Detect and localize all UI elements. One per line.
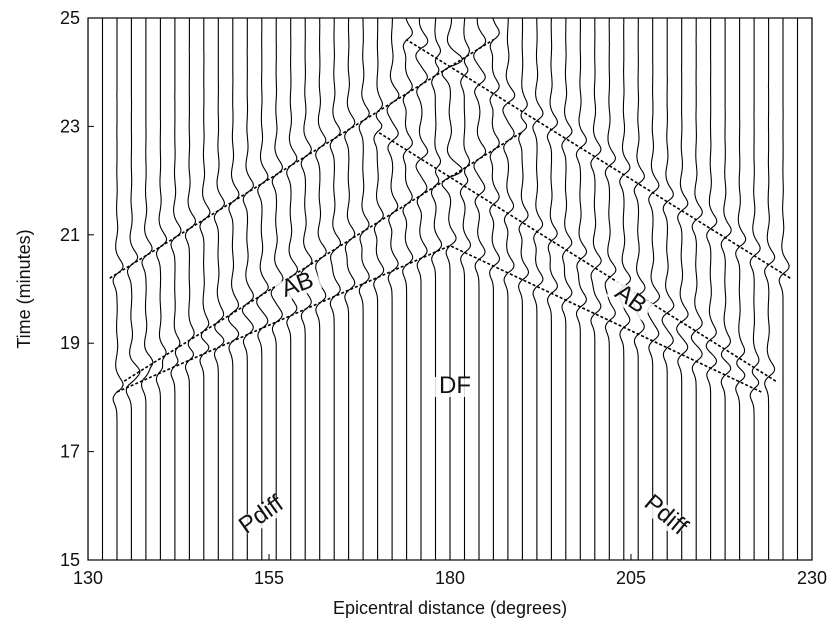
y-tick-label: 25 <box>60 8 80 28</box>
seismogram-trace <box>430 18 443 560</box>
x-tick-label: 205 <box>616 568 646 588</box>
seismogram-trace <box>227 18 240 560</box>
seismogram-trace <box>112 18 124 560</box>
seismogram-trace <box>676 18 689 560</box>
x-tick-label: 180 <box>435 568 465 588</box>
phase-curve <box>109 39 494 279</box>
seismogram-trace <box>315 18 327 560</box>
phase-curve <box>123 131 523 382</box>
seismogram-trace <box>749 18 761 560</box>
seismogram-trace <box>778 18 790 560</box>
seismogram-trace <box>140 18 154 560</box>
seismogram-trace <box>358 18 370 560</box>
seismogram-trace <box>155 18 168 560</box>
seismogram-trace <box>502 18 516 560</box>
seismogram-trace <box>213 18 225 560</box>
x-tick-label: 155 <box>254 568 284 588</box>
seismogram-trace <box>199 18 211 560</box>
seismogram-trace <box>402 18 414 560</box>
annotation: Pdiff <box>639 489 693 540</box>
y-tick-label: 17 <box>60 442 80 462</box>
annotation-bg <box>273 269 323 303</box>
seismogram-trace <box>489 18 501 560</box>
annotation-bg <box>433 377 477 397</box>
seismogram-trace <box>690 18 703 560</box>
seismogram-trace <box>575 18 588 560</box>
y-tick-label: 21 <box>60 225 80 245</box>
annotation: DF <box>439 372 471 399</box>
phase-curve <box>377 131 777 382</box>
phase-curve <box>406 39 791 279</box>
phase-curve <box>116 244 762 393</box>
seismogram-trace <box>256 18 269 560</box>
annotation-bg <box>606 279 654 321</box>
x-tick-label: 230 <box>797 568 827 588</box>
seismogram-trace <box>604 18 617 560</box>
seismogram-trace <box>473 18 487 560</box>
seismogram-trace <box>518 18 530 560</box>
seismogram-trace <box>720 18 732 560</box>
seismogram-trace <box>270 18 284 560</box>
y-tick-label: 15 <box>60 550 80 570</box>
seismogram-trace <box>705 18 718 560</box>
seismogram-trace <box>647 18 661 560</box>
seismogram-trace <box>632 18 646 560</box>
seismogram-trace <box>184 18 196 560</box>
seismogram-trace <box>661 18 675 560</box>
x-axis-label: Epicentral distance (degrees) <box>333 598 567 618</box>
seismogram-trace <box>735 18 747 560</box>
seismogram-trace <box>373 18 385 560</box>
seismogram-trace <box>386 18 400 560</box>
x-tick-label: 130 <box>73 568 103 588</box>
seismogram-trace <box>590 18 602 560</box>
seismogram-trace <box>459 18 472 560</box>
seismogram-trace <box>764 18 776 560</box>
seismogram-trace <box>561 18 573 560</box>
seismogram-trace <box>532 18 544 560</box>
seismogram-trace <box>546 18 559 560</box>
seismogram-trace <box>125 18 141 560</box>
seismogram-trace <box>415 18 429 560</box>
annotation-bg <box>238 495 286 537</box>
y-tick-label: 19 <box>60 333 80 353</box>
seismogram-trace <box>329 18 341 560</box>
plot-area <box>88 18 812 560</box>
seismogram-trace <box>170 18 182 560</box>
y-tick-label: 23 <box>60 116 80 136</box>
seismogram-trace <box>441 18 463 560</box>
annotation-bg <box>641 494 689 538</box>
seismogram-trace <box>241 18 254 560</box>
y-axis-label: Time (minutes) <box>14 229 34 348</box>
